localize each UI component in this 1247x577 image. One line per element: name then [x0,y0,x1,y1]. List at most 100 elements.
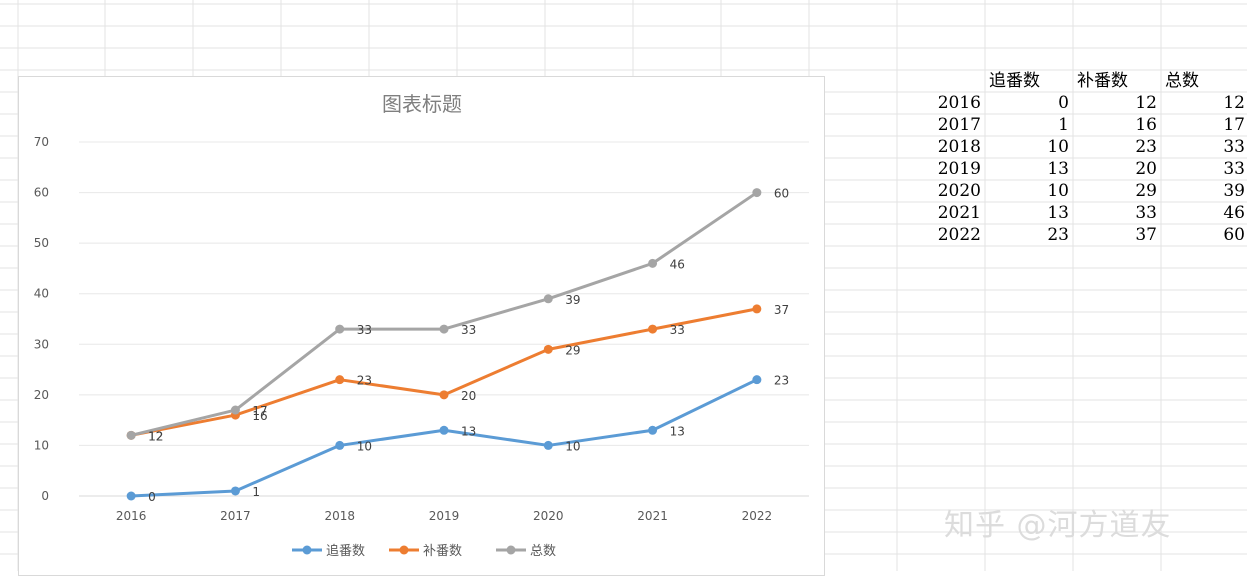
data-point[interactable] [335,324,345,334]
y-tick-label: 50 [34,236,49,250]
table-cell[interactable]: 37 [1135,225,1157,245]
x-tick-label: 2018 [324,509,355,523]
table-cell[interactable]: 23 [1047,225,1069,245]
table-header-cell[interactable]: 总数 [1165,71,1199,91]
x-tick-label: 2017 [220,509,251,523]
data-point[interactable] [543,440,553,450]
table-cell[interactable]: 2019 [937,159,981,179]
watermark: 知乎 @河方道友 [944,508,1172,543]
data-label: 17 [252,404,267,418]
data-point[interactable] [335,375,345,385]
x-axis-ticks: 2016 2017 2018 2019 2020 2021 2022 [116,509,772,523]
table-cell[interactable]: 13 [1047,203,1069,223]
x-tick-label: 2016 [116,509,147,523]
table-cell[interactable]: 17 [1223,115,1245,135]
table-header-cell[interactable]: 追番数 [989,71,1040,91]
data-point[interactable] [126,430,136,440]
data-point[interactable] [230,486,240,496]
table-cell[interactable]: 33 [1223,159,1245,179]
table-cell[interactable]: 10 [1047,181,1069,201]
data-point[interactable] [752,375,762,385]
table-header-cell[interactable] [897,70,982,92]
table-cell[interactable]: 0 [1058,93,1069,113]
data-point[interactable] [439,324,449,334]
y-tick-label: 10 [34,438,49,452]
gridlines [79,141,809,497]
table-cell[interactable]: 2017 [937,115,981,135]
legend-label: 总数 [530,544,556,559]
data-label: 10 [565,439,580,453]
data-point[interactable] [648,258,658,268]
y-tick-label: 20 [34,388,49,402]
table-cell[interactable]: 16 [1135,115,1157,135]
table-cell[interactable]: 2020 [937,181,981,201]
data-label: 1 [252,485,260,499]
data-label: 33 [670,323,685,337]
chart-legend: 追番数 补番数 总数 [292,543,556,559]
table-cell[interactable]: 10 [1047,137,1069,157]
table-cell[interactable]: 46 [1223,203,1245,223]
table-cell[interactable]: 2016 [937,93,981,113]
data-label: 33 [461,323,476,337]
data-label: 29 [565,343,580,357]
y-tick-label: 40 [34,287,49,301]
data-point[interactable] [439,425,449,435]
x-tick-label: 2022 [742,509,773,523]
data-point[interactable] [126,491,136,501]
table-cell[interactable]: 20 [1135,159,1157,179]
table-cell[interactable]: 29 [1135,181,1157,201]
chart-container[interactable]: 图表标题 0 10 20 30 40 50 60 70 2016 2017 2018 2019 202… [18,76,825,576]
data-label: 23 [774,374,789,388]
x-tick-label: 2020 [533,509,564,523]
data-label: 0 [148,490,156,504]
y-tick-label: 30 [34,337,49,351]
table-cell[interactable]: 2022 [937,225,981,245]
table-cell[interactable]: 1 [1058,115,1069,135]
table-cell[interactable]: 2021 [937,203,981,223]
data-point[interactable] [543,294,553,304]
data-point[interactable] [335,440,345,450]
y-axis-ticks: 0 10 20 30 40 50 60 70 [34,135,49,503]
table-cell[interactable]: 33 [1135,203,1157,223]
data-label: 33 [357,323,372,337]
table-header-cell[interactable]: 补番数 [1077,71,1128,91]
series-layer [126,188,762,501]
legend-marker [302,545,312,555]
table-cell[interactable]: 13 [1047,159,1069,179]
data-label: 20 [461,389,476,403]
data-label: 37 [774,303,789,317]
legend-label: 追番数 [326,543,365,559]
table-cell[interactable]: 39 [1223,181,1245,201]
table-cell[interactable]: 2018 [937,137,981,157]
data-label: 60 [774,187,789,201]
data-label: 13 [670,424,685,438]
table-cell[interactable]: 12 [1223,93,1245,113]
data-label: 10 [357,439,372,453]
table-cell[interactable]: 12 [1135,93,1157,113]
data-point[interactable] [230,405,240,415]
legend-marker [506,545,516,555]
x-tick-label: 2021 [637,509,668,523]
data-label: 12 [148,429,163,443]
data-point[interactable] [752,304,762,314]
data-label: 16 [252,409,267,423]
data-label: 46 [670,257,685,271]
x-tick-label: 2019 [429,509,460,523]
table-cell[interactable]: 33 [1223,137,1245,157]
data-label: 12 [148,429,163,443]
table-cell[interactable]: 23 [1135,137,1157,157]
data-label: 39 [565,293,580,307]
data-label: 13 [461,424,476,438]
data-point[interactable] [648,324,658,334]
data-label: 23 [357,374,372,388]
data-point[interactable] [752,188,762,198]
chart-title: 图表标题 [382,92,462,116]
y-tick-label: 70 [34,135,49,149]
table-cell[interactable]: 60 [1223,225,1245,245]
data-point[interactable] [439,390,449,400]
y-tick-label: 0 [41,489,49,503]
data-point[interactable] [648,425,658,435]
data-point[interactable] [543,344,553,354]
